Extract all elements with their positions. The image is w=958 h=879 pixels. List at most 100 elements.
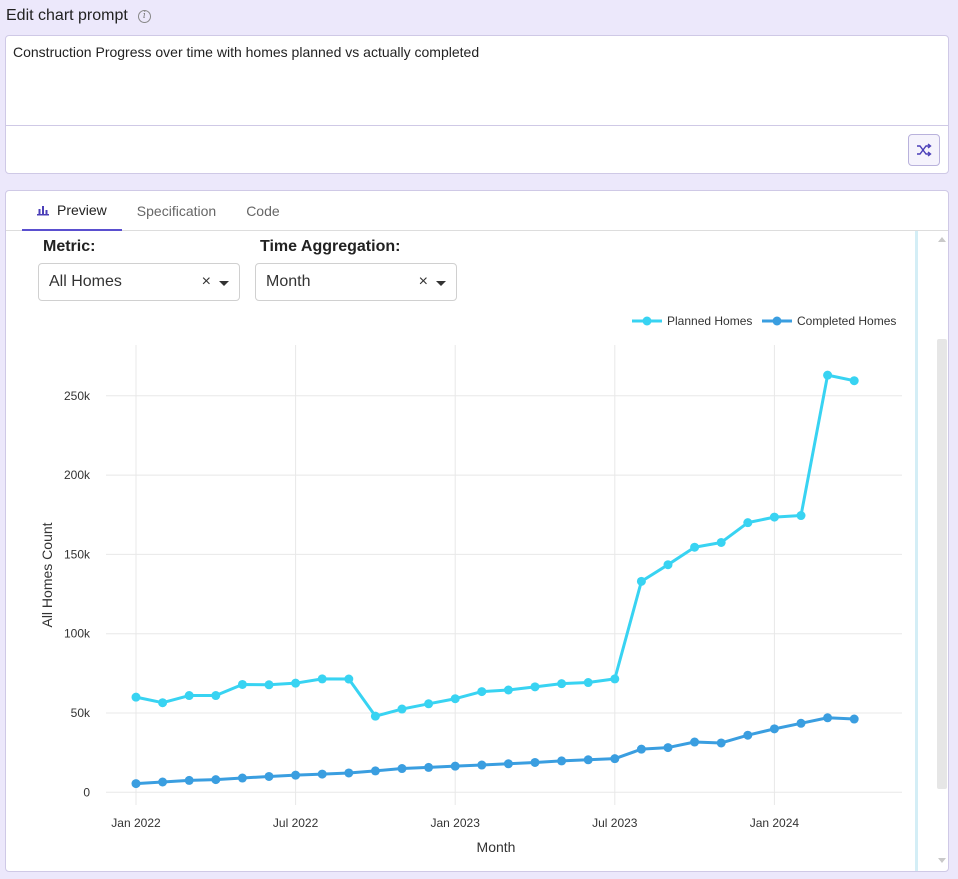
tab-bar: Preview Specification Code	[6, 191, 948, 231]
data-point	[344, 674, 354, 684]
data-point	[264, 680, 274, 690]
y-tick-label: 0	[83, 785, 90, 799]
y-tick-label: 200k	[64, 468, 91, 482]
data-point	[690, 542, 700, 552]
info-icon[interactable]: i	[137, 9, 151, 23]
data-point	[823, 713, 833, 723]
data-point	[184, 691, 194, 701]
legend-swatch-marker	[772, 316, 782, 326]
data-point	[636, 744, 646, 754]
x-tick-label: Jul 2022	[273, 816, 319, 830]
prompt-editor[interactable]: Construction Progress over time with hom…	[5, 35, 949, 174]
data-point	[370, 766, 380, 776]
time-aggregation-select[interactable]: Month ×	[255, 263, 457, 301]
y-tick-label: 150k	[64, 547, 91, 561]
time-aggregation-clear-icon[interactable]: ×	[418, 273, 428, 290]
x-tick-label: Jan 2023	[431, 816, 481, 830]
tab-preview-label: Preview	[57, 202, 107, 218]
data-point	[610, 674, 620, 684]
data-point	[583, 678, 593, 688]
time-aggregation-label: Time Aggregation:	[260, 238, 401, 255]
metric-select[interactable]: All Homes ×	[38, 263, 240, 301]
shuffle-icon	[917, 143, 932, 157]
data-point	[583, 755, 593, 765]
prompt-textarea[interactable]: Construction Progress over time with hom…	[6, 36, 948, 126]
data-point	[317, 769, 327, 779]
legend-swatch-marker	[642, 316, 652, 326]
data-point	[557, 756, 567, 766]
x-tick-label: Jan 2024	[750, 816, 800, 830]
metric-label: Metric:	[43, 238, 96, 255]
legend-item[interactable]: Completed Homes	[762, 314, 896, 328]
series-line-0	[135, 373, 855, 718]
y-axis-title: All Homes Count	[39, 522, 55, 627]
data-point	[237, 679, 247, 689]
data-point	[477, 760, 487, 770]
data-point	[823, 370, 833, 380]
scroll-down-icon[interactable]	[938, 858, 946, 863]
tab-specification[interactable]: Specification	[122, 191, 231, 231]
shuffle-button[interactable]	[908, 134, 940, 166]
data-point	[716, 537, 726, 547]
tab-preview[interactable]: Preview	[22, 191, 122, 231]
data-point	[450, 694, 460, 704]
y-tick-label: 250k	[64, 389, 91, 403]
metric-value: All Homes	[49, 273, 122, 290]
data-point	[397, 764, 407, 774]
data-point	[530, 682, 540, 692]
tab-code[interactable]: Code	[231, 191, 294, 231]
time-aggregation-chevron-down-icon[interactable]	[436, 281, 446, 286]
data-point	[131, 779, 141, 789]
data-point	[424, 762, 434, 772]
data-point	[769, 512, 779, 522]
chart-series	[131, 370, 859, 789]
bar-chart-icon	[37, 205, 49, 215]
data-point	[370, 711, 380, 721]
data-point	[158, 777, 168, 787]
panel-divider	[915, 231, 918, 871]
legend-label: Completed Homes	[797, 314, 896, 328]
data-point	[211, 691, 221, 701]
data-point	[344, 768, 354, 778]
scrollbar[interactable]	[936, 235, 948, 865]
data-point	[557, 679, 567, 689]
data-point	[131, 692, 141, 702]
legend-item[interactable]: Planned Homes	[632, 314, 752, 328]
tab-code-label: Code	[246, 203, 280, 219]
chart-grid	[106, 345, 902, 805]
data-point	[796, 511, 806, 521]
data-point	[450, 761, 460, 771]
prompt-title: Edit chart prompt	[6, 7, 128, 24]
data-point	[663, 743, 673, 753]
data-point	[769, 724, 779, 734]
data-point	[743, 730, 753, 740]
legend-label: Planned Homes	[667, 314, 752, 328]
data-point	[158, 698, 168, 708]
chart-axes: 0 50k 100k 150k 200k 250k Jan 2022 Jul 2022 Jan …	[39, 389, 799, 855]
y-tick-label: 50k	[71, 706, 91, 720]
y-tick-label: 100k	[64, 627, 91, 641]
metric-chevron-down-icon[interactable]	[219, 281, 229, 286]
time-aggregation-value: Month	[266, 273, 311, 290]
x-tick-label: Jul 2023	[592, 816, 638, 830]
preview-content: Metric: All Homes × Time Aggregation: Mo…	[26, 231, 916, 871]
scroll-thumb[interactable]	[937, 339, 947, 789]
data-point	[397, 704, 407, 714]
chart-legend[interactable]: Planned Homes Completed Homes	[632, 314, 896, 328]
data-point	[690, 737, 700, 747]
data-point	[184, 775, 194, 785]
line-chart: Planned Homes Completed Homes 0 50k 100k 150…	[39, 314, 902, 855]
metric-clear-icon[interactable]: ×	[201, 273, 211, 290]
data-point	[610, 754, 620, 764]
data-point	[317, 674, 327, 684]
chart-panel: Preview Specification Code Metric: All H…	[5, 190, 949, 872]
data-point	[237, 773, 247, 783]
data-point	[636, 576, 646, 586]
data-point	[530, 757, 540, 767]
prompt-header: Edit chart prompt i	[6, 6, 151, 26]
data-point	[849, 714, 859, 724]
data-point	[424, 699, 434, 709]
x-axis-title: Month	[477, 839, 516, 855]
data-point	[663, 560, 673, 570]
scroll-up-icon[interactable]	[938, 237, 946, 242]
